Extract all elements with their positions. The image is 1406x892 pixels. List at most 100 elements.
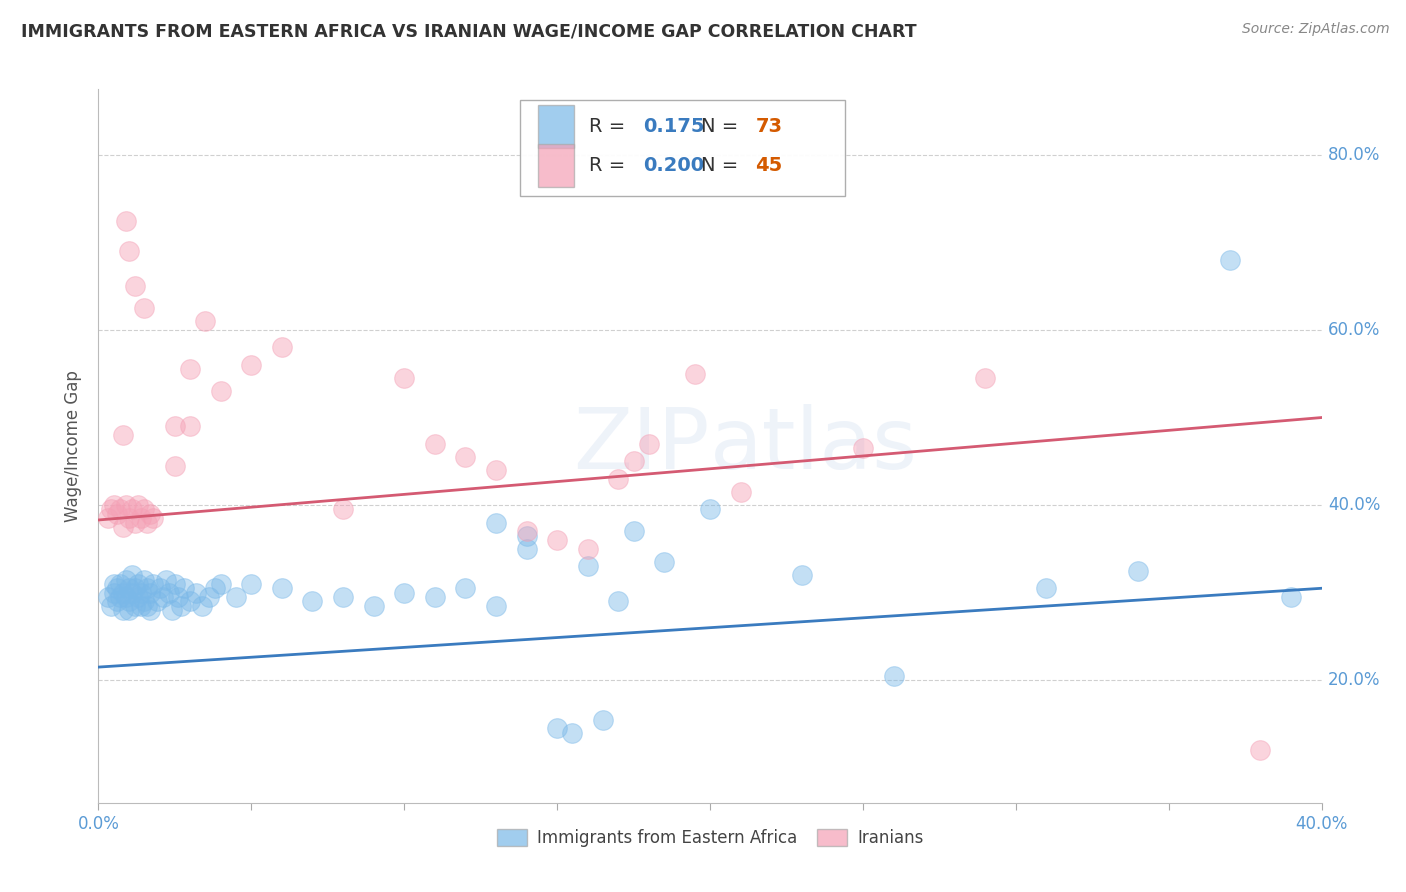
Point [883, 669, 905, 683]
Text: R =: R = [589, 117, 626, 136]
Point [149, 582, 172, 596]
Point [516, 524, 538, 539]
Point [100, 599, 122, 613]
Point [179, 362, 201, 376]
Text: 40.0%: 40.0% [1327, 496, 1381, 514]
Point [561, 725, 583, 739]
Point [129, 585, 152, 599]
Text: 73: 73 [755, 117, 782, 136]
Point [127, 577, 149, 591]
Point [423, 590, 446, 604]
Point [592, 713, 614, 727]
Point [1249, 743, 1271, 757]
Text: atlas: atlas [710, 404, 918, 488]
Point [270, 582, 292, 596]
Point [121, 502, 143, 516]
Point [163, 577, 186, 591]
Text: 0.175: 0.175 [643, 117, 704, 136]
Point [103, 585, 125, 599]
Point [103, 577, 125, 591]
Text: N =: N = [702, 156, 738, 175]
Point [121, 568, 143, 582]
Point [225, 590, 247, 604]
Point [270, 341, 292, 355]
Point [139, 603, 162, 617]
Point [145, 594, 167, 608]
Point [730, 485, 752, 500]
Y-axis label: Wage/Income Gap: Wage/Income Gap [65, 370, 83, 522]
Bar [537, 105, 574, 148]
Point [103, 498, 125, 512]
Text: 60.0%: 60.0% [1327, 321, 1381, 339]
Point [105, 507, 128, 521]
Point [160, 603, 183, 617]
Point [108, 590, 131, 604]
Point [118, 244, 141, 259]
Point [623, 524, 645, 539]
Point [118, 603, 141, 617]
Point [139, 507, 162, 521]
Point [118, 511, 141, 525]
Point [191, 599, 214, 613]
Point [167, 590, 190, 604]
Point [124, 516, 146, 530]
Point [152, 590, 174, 604]
Point [115, 590, 138, 604]
Text: IMMIGRANTS FROM EASTERN AFRICA VS IRANIAN WAGE/INCOME GAP CORRELATION CHART: IMMIGRANTS FROM EASTERN AFRICA VS IRANIA… [21, 22, 917, 40]
Point [136, 582, 159, 596]
Point [516, 541, 538, 556]
FancyBboxPatch shape [520, 100, 845, 196]
Point [124, 582, 146, 596]
Point [332, 502, 354, 516]
Point [209, 577, 232, 591]
Point [111, 520, 134, 534]
Point [197, 590, 219, 604]
Point [516, 529, 538, 543]
Point [111, 603, 134, 617]
Text: ZIP: ZIP [574, 404, 710, 488]
Point [136, 599, 159, 613]
Point [546, 722, 568, 736]
Text: Source: ZipAtlas.com: Source: ZipAtlas.com [1241, 22, 1389, 37]
Point [240, 577, 263, 591]
Point [134, 573, 156, 587]
Text: N =: N = [702, 117, 738, 136]
Point [683, 367, 706, 381]
Point [136, 516, 159, 530]
Text: 45: 45 [755, 156, 783, 175]
Point [209, 384, 232, 399]
Point [546, 533, 568, 548]
Point [1219, 252, 1241, 267]
Point [115, 498, 138, 512]
Point [423, 437, 446, 451]
Point [108, 502, 131, 516]
Point [363, 599, 385, 613]
Point [105, 594, 128, 608]
Point [124, 599, 146, 613]
Point [974, 371, 997, 385]
Point [454, 582, 477, 596]
Point [179, 419, 201, 434]
Point [392, 585, 416, 599]
Point [163, 419, 186, 434]
Point [637, 437, 661, 451]
Point [699, 502, 721, 516]
Point [1279, 590, 1302, 604]
Point [485, 599, 508, 613]
Point [115, 573, 138, 587]
Point [139, 585, 162, 599]
Point [97, 511, 120, 525]
Point [392, 371, 416, 385]
Point [790, 568, 813, 582]
Point [121, 585, 143, 599]
Point [179, 594, 201, 608]
Point [485, 463, 508, 477]
Text: 0.200: 0.200 [643, 156, 704, 175]
Point [118, 594, 141, 608]
Point [194, 314, 217, 328]
Point [97, 590, 120, 604]
Point [170, 599, 193, 613]
Point [129, 599, 152, 613]
Point [118, 582, 141, 596]
Text: 80.0%: 80.0% [1327, 146, 1381, 164]
